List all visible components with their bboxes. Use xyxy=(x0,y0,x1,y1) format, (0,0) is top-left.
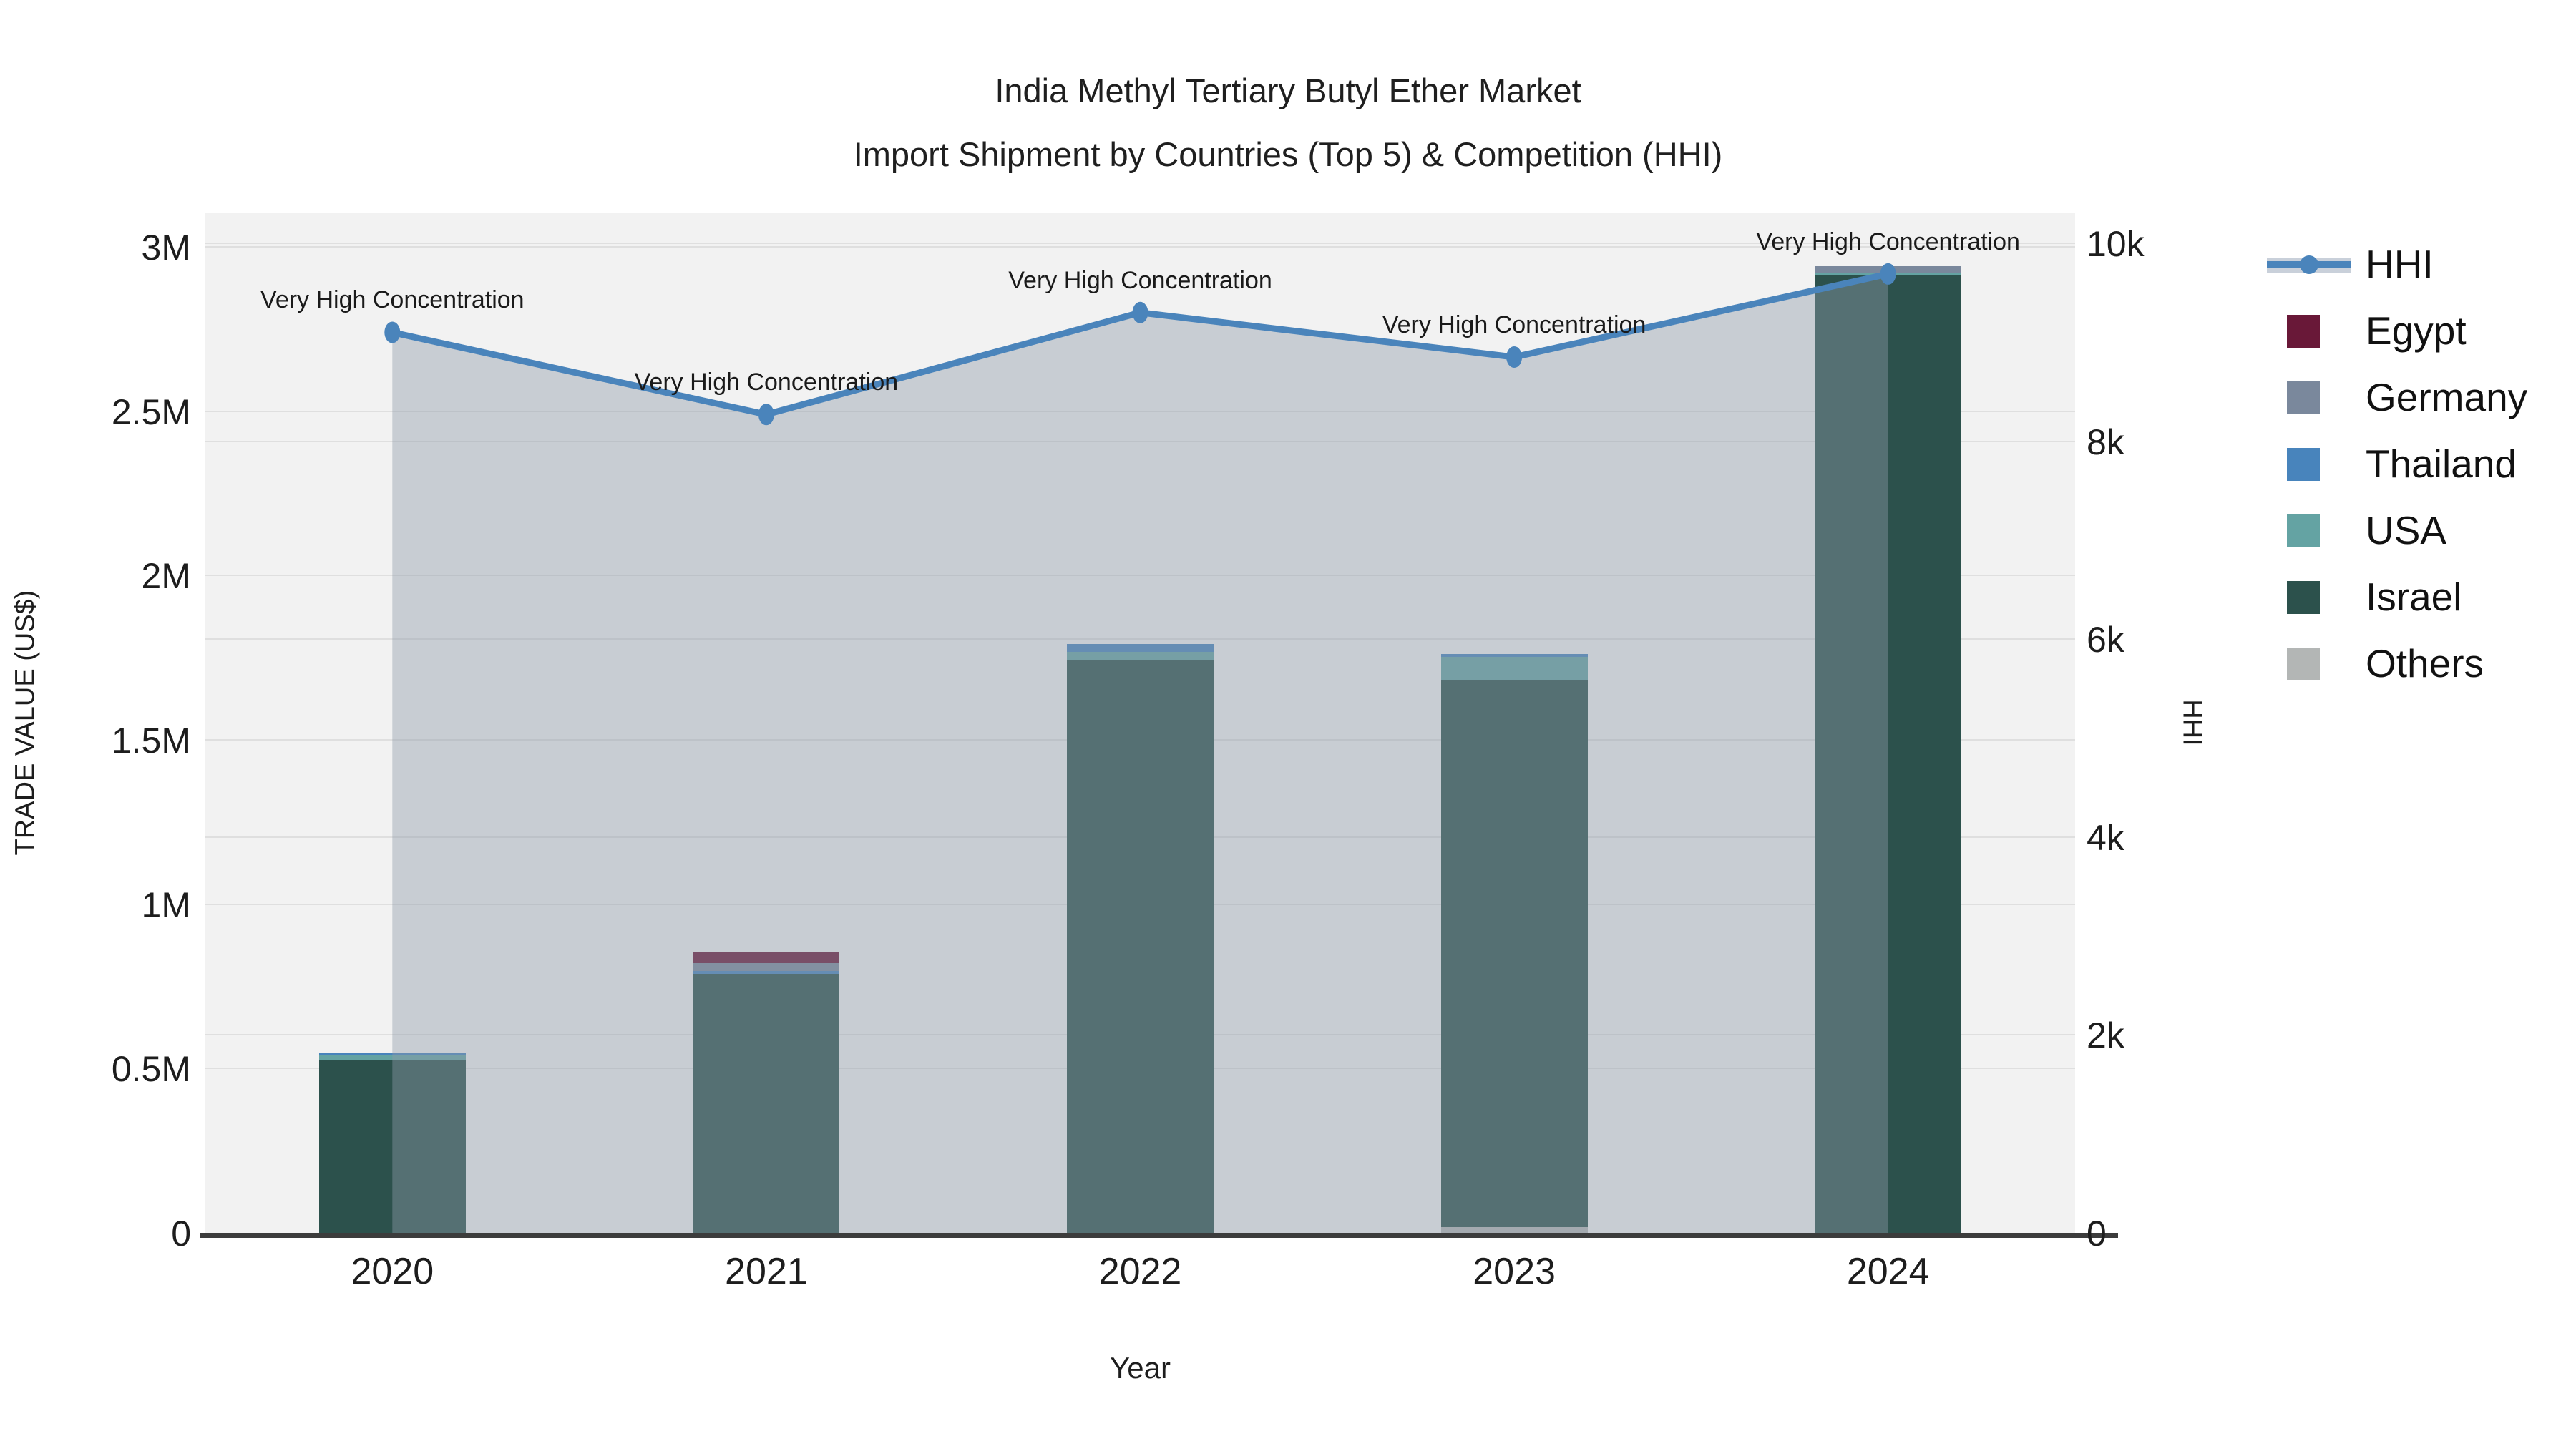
legend-swatch-hhi xyxy=(2267,243,2354,286)
annotation-very-high-concentration: Very High Concentration xyxy=(260,286,525,314)
y-left-tick-label: 3M xyxy=(141,228,191,268)
y-left-tick-label: 0.5M xyxy=(111,1049,191,1090)
y-left-tick-label: 0 xyxy=(171,1214,191,1254)
gridline-left-axis xyxy=(205,246,2075,248)
legend-hhi-marker-swatch xyxy=(2300,255,2318,274)
legend-color-patch xyxy=(2287,514,2320,547)
legend-item-germany[interactable]: Germany xyxy=(2267,364,2527,430)
legend-label: Egypt xyxy=(2366,308,2467,353)
y-right-tick-label: 2k xyxy=(2087,1015,2124,1056)
bar-segment-others[interactable] xyxy=(1440,1227,1588,1233)
hhi-marker[interactable] xyxy=(758,404,774,426)
bar-segment-israel[interactable] xyxy=(1440,680,1588,1228)
chart-title: India Methyl Tertiary Butyl Ether Market… xyxy=(0,59,2576,186)
gridline-left-axis xyxy=(205,410,2075,412)
y-right-tick-label: 4k xyxy=(2087,817,2124,858)
x-tick-label: 2023 xyxy=(1473,1251,1556,1292)
y-left-tick-label: 1.5M xyxy=(111,721,191,761)
bar-segment-usa[interactable] xyxy=(1067,651,1214,660)
gridline-right-axis xyxy=(205,638,2075,640)
gridline-right-axis xyxy=(205,440,2075,442)
legend-color-patch xyxy=(2287,447,2320,481)
hhi-marker[interactable] xyxy=(1132,301,1148,323)
legend-swatch-thailand xyxy=(2267,442,2354,485)
y-right-tick-label: 8k xyxy=(2087,421,2124,462)
y-axis-right-title: HHI xyxy=(2177,699,2207,746)
y-left-tick-label: 2M xyxy=(141,556,191,597)
x-tick-label: 2024 xyxy=(1846,1251,1930,1292)
bar-segment-thailand[interactable] xyxy=(318,1053,466,1055)
legend-item-egypt[interactable]: Egypt xyxy=(2267,297,2527,364)
chart-title-line2: Import Shipment by Countries (Top 5) & C… xyxy=(853,135,1723,173)
legend-item-israel[interactable]: Israel xyxy=(2267,563,2527,630)
legend-color-patch xyxy=(2287,580,2320,614)
y-right-tick-label: 10k xyxy=(2087,224,2145,264)
legend-label: Israel xyxy=(2366,574,2462,619)
y-right-tick-label: 6k xyxy=(2087,620,2124,660)
bar-segment-usa[interactable] xyxy=(1440,657,1588,680)
legend-label: Germany xyxy=(2366,374,2528,419)
legend-label: Thailand xyxy=(2366,441,2517,486)
legend-label: USA xyxy=(2366,507,2447,552)
y-left-tick-label: 2.5M xyxy=(111,391,191,432)
bar-segment-egypt[interactable] xyxy=(693,952,840,963)
legend-color-patch xyxy=(2287,381,2320,414)
legend: HHI Egypt Germany Thailand USA Israel Others xyxy=(2267,230,2527,696)
legend-swatch-others xyxy=(2267,642,2354,685)
bar-segment-israel[interactable] xyxy=(693,974,840,1233)
x-tick-label: 2022 xyxy=(1098,1251,1182,1292)
x-tick-label: 2021 xyxy=(725,1251,808,1292)
annotation-very-high-concentration: Very High Concentration xyxy=(1756,228,2020,255)
y-axis-left-title: TRADE VALUE (US$) xyxy=(10,590,41,856)
x-axis-title: Year xyxy=(1110,1351,1171,1385)
bar-segment-israel[interactable] xyxy=(318,1060,466,1233)
y-left-tick-label: 1M xyxy=(141,884,191,925)
legend-item-thailand[interactable]: Thailand xyxy=(2267,430,2527,497)
legend-label: Others xyxy=(2366,640,2484,686)
y-right-tick-label: 0 xyxy=(2087,1214,2107,1254)
legend-color-patch xyxy=(2287,647,2320,680)
hhi-marker[interactable] xyxy=(384,321,401,343)
legend-swatch-usa xyxy=(2267,509,2354,552)
legend-item-usa[interactable]: USA xyxy=(2267,497,2527,563)
hhi-area-fill xyxy=(392,273,1888,1233)
legend-swatch-israel xyxy=(2267,575,2354,618)
hhi-marker[interactable] xyxy=(1880,263,1896,285)
annotation-very-high-concentration: Very High Concentration xyxy=(1008,266,1272,294)
legend-swatch-germany xyxy=(2267,376,2354,419)
gridline-left-axis xyxy=(205,575,2075,577)
bar-segment-israel[interactable] xyxy=(1815,275,1962,1233)
bar-segment-usa[interactable] xyxy=(318,1055,466,1060)
annotation-very-high-concentration: Very High Concentration xyxy=(634,369,899,396)
chart-title-line1: India Methyl Tertiary Butyl Ether Market xyxy=(995,72,1581,109)
bar-segment-thailand[interactable] xyxy=(1067,643,1214,652)
annotation-very-high-concentration: Very High Concentration xyxy=(1382,311,1646,339)
legend-item-hhi[interactable]: HHI xyxy=(2267,230,2527,297)
x-axis-line xyxy=(200,1233,2118,1238)
legend-item-others[interactable]: Others xyxy=(2267,630,2527,696)
bar-segment-germany[interactable] xyxy=(693,962,840,971)
legend-swatch-egypt xyxy=(2267,309,2354,352)
legend-color-patch xyxy=(2287,314,2320,348)
bar-segment-thailand[interactable] xyxy=(693,970,840,975)
bar-segment-thailand[interactable] xyxy=(1440,654,1588,658)
bar-segment-israel[interactable] xyxy=(1067,659,1214,1233)
x-tick-label: 2020 xyxy=(351,1251,434,1292)
gridline-right-axis xyxy=(205,243,2075,244)
legend-label: HHI xyxy=(2366,241,2434,286)
hhi-marker[interactable] xyxy=(1506,346,1523,369)
